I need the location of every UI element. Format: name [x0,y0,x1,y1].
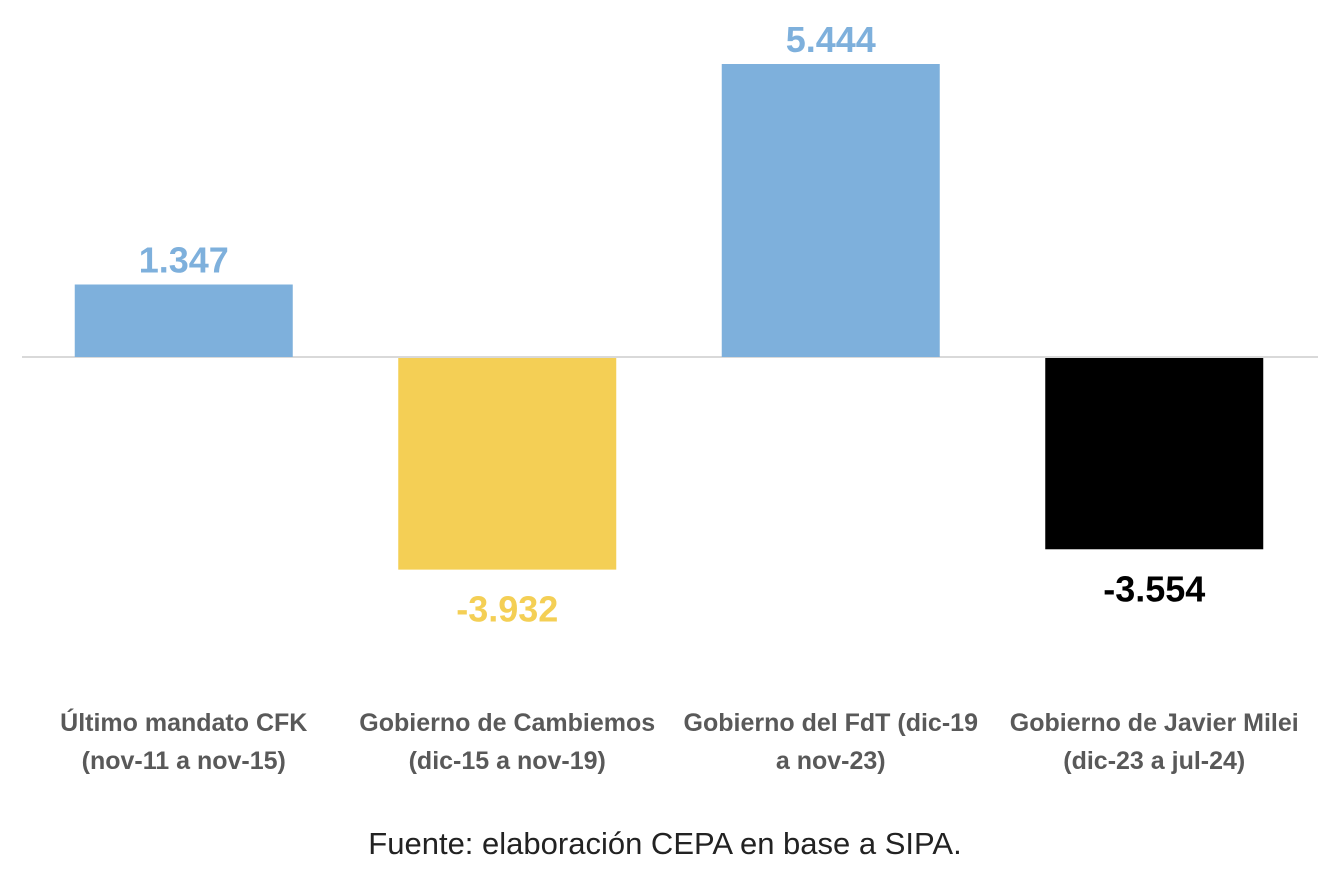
category-label: Gobierno del FdT (dic-19 a nov-23) [684,709,978,775]
data-label: -3.554 [1103,568,1205,609]
category-label-line: (dic-15 a nov-19) [409,747,606,775]
bar [398,358,617,570]
bar [1045,358,1264,550]
category-label-line: a nov-23) [776,747,886,775]
data-label: 5.444 [786,19,876,60]
bar-chart: 1.347 Último mandato CFK (nov-11 a nov-15)… [22,19,1318,775]
category-label-line: Gobierno de Javier Milei [1010,709,1299,737]
category-label: Gobierno de Cambiemos (dic-15 a nov-19) [359,709,655,775]
bar [74,284,293,357]
category-label-line: Gobierno del FdT (dic-19 [684,709,978,737]
data-label: 1.347 [139,240,229,281]
category-label: Gobierno de Javier Milei (dic-23 a jul-24… [1010,709,1299,775]
category-label-line: (nov-11 a nov-15) [82,747,286,775]
category-label: Último mandato CFK (nov-11 a nov-15) [60,707,307,775]
source-note: Fuente: elaboración CEPA en base a SIPA. [368,826,962,861]
bar [721,64,940,357]
data-label: -3.932 [456,589,558,630]
category-label-line: Último mandato CFK [60,707,307,737]
category-label-line: Gobierno de Cambiemos [359,709,655,737]
category-label-line: (dic-23 a jul-24) [1063,747,1245,775]
